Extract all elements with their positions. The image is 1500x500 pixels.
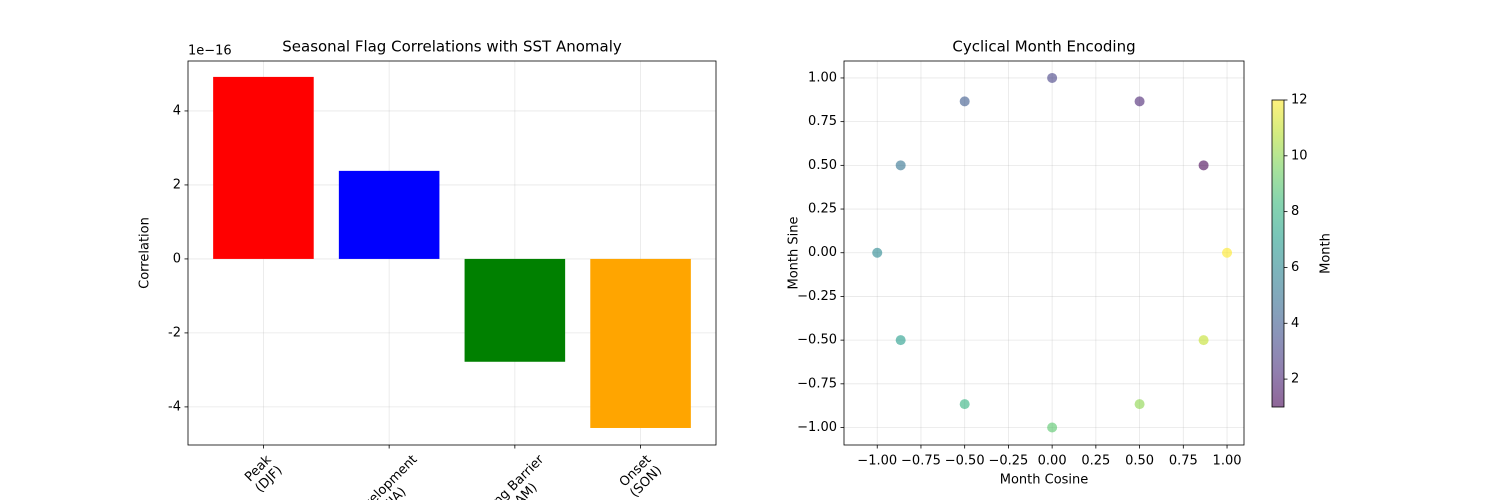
x-tick-label: −0.50 <box>945 454 985 469</box>
bar <box>590 258 691 428</box>
x-tick-label: −0.25 <box>988 454 1028 469</box>
point <box>1047 422 1058 433</box>
point <box>895 335 906 346</box>
point <box>959 96 970 107</box>
bar <box>338 170 440 259</box>
bar <box>464 258 566 362</box>
y-tick-label: −1.00 <box>797 420 837 435</box>
colorbar-tick-label: 2 <box>1291 372 1299 387</box>
y-tick-label: -2 <box>168 325 181 340</box>
point <box>1222 247 1233 258</box>
x-tick-label: 0.25 <box>1081 454 1110 469</box>
x-tick-label: 0.00 <box>1038 454 1067 469</box>
y-tick-label: 0.50 <box>808 158 837 173</box>
y-tick-label: −0.75 <box>797 376 837 391</box>
x-tick-label: Peak(DJF) <box>242 452 286 496</box>
x-tick-label: 0.50 <box>1125 454 1154 469</box>
point <box>1198 335 1209 346</box>
y-tick-label: 0 <box>173 251 181 266</box>
x-tick-label: Development(JJA) <box>348 452 431 500</box>
x-tick-label: −0.75 <box>901 454 941 469</box>
colorbar <box>1271 99 1285 408</box>
y-axis-label: Month Sine <box>787 217 802 290</box>
colorbar-tick-label: 8 <box>1291 204 1299 219</box>
point <box>1134 399 1145 410</box>
y-tick-label: -4 <box>168 399 181 414</box>
x-tick-label: 1.00 <box>1213 454 1242 469</box>
bar <box>213 76 314 259</box>
chart-title: Seasonal Flag Correlations with SST Anom… <box>282 38 622 56</box>
x-tick-label-group: Onset(SON) <box>616 452 664 500</box>
colorbar-label: Month <box>1319 233 1334 274</box>
y-tick-label: 2 <box>173 177 181 192</box>
y-axis-label: Correlation <box>138 217 153 289</box>
point <box>1198 160 1209 171</box>
point <box>1134 96 1145 107</box>
x-axis-label: Month Cosine <box>1000 473 1089 488</box>
y-tick-label: 0.25 <box>808 202 837 217</box>
x-tick-label: 0.75 <box>1169 454 1198 469</box>
point <box>959 399 970 410</box>
y-tick-label: 4 <box>173 103 181 118</box>
offset-label: 1e−16 <box>188 44 232 59</box>
axes-frame <box>187 60 717 446</box>
point <box>895 160 906 171</box>
point <box>1047 72 1058 83</box>
y-tick-label: 0.00 <box>808 245 837 260</box>
y-tick-label: 0.75 <box>808 114 837 129</box>
x-tick-label-group: Peak(DJF) <box>242 452 286 496</box>
point <box>872 247 883 258</box>
x-tick-label: Spring Barrier(MAM) <box>472 452 558 500</box>
colorbar-tick-label: 12 <box>1291 93 1308 108</box>
axes-frame <box>843 60 1245 446</box>
x-tick-label-group: Development(JJA) <box>348 452 431 500</box>
y-tick-label: −0.25 <box>797 289 837 304</box>
x-tick-label: −1.00 <box>857 454 897 469</box>
chart-title: Cyclical Month Encoding <box>952 38 1135 56</box>
colorbar-tick-label: 4 <box>1291 316 1299 331</box>
x-tick-label-group: Spring Barrier(MAM) <box>472 452 558 500</box>
y-tick-label: 1.00 <box>808 70 837 85</box>
y-tick-label: −0.50 <box>797 333 837 348</box>
colorbar-tick-label: 10 <box>1291 148 1308 163</box>
x-tick-label: Onset(SON) <box>616 452 664 500</box>
colorbar-tick-label: 6 <box>1291 260 1299 275</box>
